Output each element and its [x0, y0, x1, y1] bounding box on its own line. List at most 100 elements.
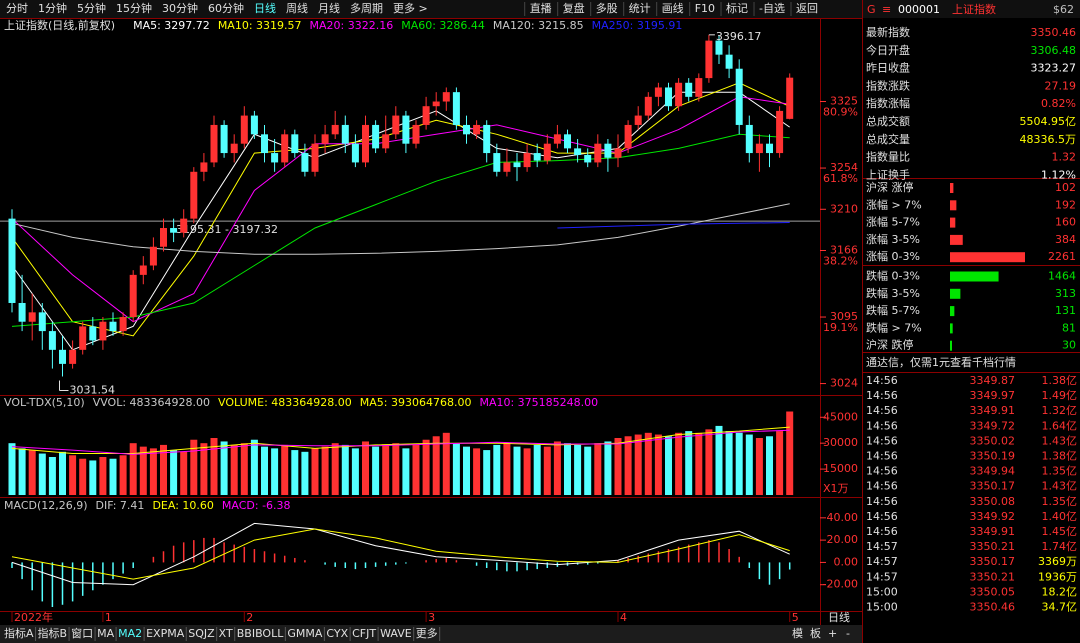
- period-tab[interactable]: 5分钟: [77, 1, 106, 15]
- bottom-button[interactable]: 模: [792, 627, 803, 640]
- indicator-tab[interactable]: WAVE: [380, 627, 412, 640]
- volume-bar: [210, 438, 218, 495]
- period-tab[interactable]: 30分钟: [162, 1, 198, 15]
- toolbar-button[interactable]: 复盘: [563, 1, 585, 15]
- indicator-tab[interactable]: 更多: [416, 626, 438, 640]
- tick-volume: 1936万: [1038, 570, 1077, 583]
- candle-body: [382, 134, 390, 149]
- period-tab[interactable]: 分时: [6, 2, 28, 15]
- toolbar-button[interactable]: F10: [695, 2, 715, 15]
- period-tab[interactable]: 日线: [254, 1, 276, 15]
- code: 000001: [898, 3, 940, 16]
- volume-bar: [725, 431, 733, 495]
- candle-body: [230, 143, 238, 154]
- indicator-tab[interactable]: MA2: [118, 627, 142, 640]
- ma-line: [11, 203, 790, 255]
- indicator-tab[interactable]: CYX: [326, 627, 348, 640]
- candle-body: [473, 124, 481, 135]
- bottom-bar-bg: [0, 625, 862, 643]
- volume-bar: [281, 444, 289, 495]
- indicator-tab[interactable]: XT: [219, 627, 233, 640]
- period-tab[interactable]: 1分钟: [38, 1, 67, 15]
- tick-time: 15:00: [866, 601, 898, 614]
- tag: $62: [1053, 3, 1074, 16]
- toolbar-button[interactable]: 多股: [596, 1, 618, 15]
- volume-bar: [695, 432, 703, 495]
- candle-body: [129, 274, 137, 318]
- tick-time: 15:00: [866, 585, 898, 598]
- ma-legend: MA250: 3195.91: [592, 19, 683, 32]
- bottom-button[interactable]: +: [828, 627, 837, 640]
- candle-body: [483, 124, 491, 154]
- candle-body: [614, 148, 622, 158]
- tick-volume: 34.7亿: [1042, 601, 1078, 614]
- candle-body: [119, 317, 127, 332]
- tick-price: 3350.05: [970, 585, 1016, 598]
- y-tick-label: 3024: [830, 377, 858, 390]
- toolbar-button[interactable]: -自选: [759, 2, 785, 15]
- y-tick-label: 0.00: [834, 555, 859, 568]
- toolbar-button[interactable]: 标记: [726, 1, 748, 15]
- candle-body: [271, 153, 279, 163]
- toolbar-button[interactable]: 直播: [530, 1, 552, 15]
- period-tab[interactable]: 月线: [318, 1, 340, 15]
- high-label: 3396.17: [716, 30, 762, 43]
- candle-body: [210, 124, 218, 163]
- tick-time: 14:56: [866, 495, 898, 508]
- volume-ma-line: [11, 429, 790, 455]
- macd-line: [11, 528, 790, 580]
- candle-body: [422, 106, 430, 125]
- breadth-label: 跌幅 5-7%: [866, 303, 920, 317]
- volume-bar: [48, 457, 56, 495]
- volume-bar: [372, 446, 380, 495]
- toolbar-button[interactable]: 统计: [629, 2, 651, 15]
- candle-body: [291, 134, 299, 154]
- macd-header: MACD: -6.38: [222, 499, 291, 512]
- period-tab[interactable]: 60分钟: [208, 1, 244, 15]
- volume-bar: [250, 439, 258, 495]
- indicator-tab[interactable]: SQJZ: [188, 627, 215, 640]
- candle-body: [412, 124, 420, 144]
- volume-bar: [291, 450, 299, 495]
- period-tab[interactable]: 多周期: [350, 1, 383, 15]
- candle-body: [170, 228, 178, 233]
- ad-text[interactable]: 通达信，仅需1元查看千档行情: [866, 355, 1016, 369]
- indicator-tab[interactable]: CFJT: [352, 627, 376, 640]
- price-line-label: 3195.31 - 3197.32: [176, 223, 278, 236]
- toolbar-button[interactable]: 返回: [796, 2, 818, 15]
- indicator-tab[interactable]: 指标B: [38, 626, 68, 640]
- indicator-tab[interactable]: BBIBOLL: [237, 627, 284, 640]
- period-tab[interactable]: 更多 >: [393, 1, 428, 15]
- volume-bar: [331, 443, 339, 495]
- ma-line: [11, 133, 790, 327]
- toolbar-button[interactable]: 画线: [662, 1, 684, 15]
- tick-time: 14:57: [866, 555, 898, 568]
- indicator-tab[interactable]: 指标A: [4, 626, 34, 640]
- chart-title: 上证指数(日线,前复权): [4, 18, 115, 32]
- quote-value: 3323.27: [1031, 62, 1077, 75]
- volume-bar: [786, 411, 794, 495]
- menu[interactable]: ≡: [882, 3, 891, 16]
- bottom-button[interactable]: -: [846, 627, 850, 640]
- tick-volume: 1.38亿: [1042, 450, 1078, 463]
- bottom-button[interactable]: 板: [810, 626, 821, 640]
- y-tick-label: 45000: [823, 410, 858, 423]
- volume-bar: [412, 444, 420, 495]
- candle-body: [59, 349, 66, 364]
- indicator-tab[interactable]: GMMA: [287, 627, 323, 640]
- candle-body: [503, 162, 511, 172]
- indicator-tab[interactable]: 窗口: [71, 626, 93, 640]
- volume-bar: [776, 431, 784, 495]
- period-tab[interactable]: 15分钟: [116, 1, 152, 15]
- month-label: 4: [620, 611, 627, 624]
- volume-bar: [503, 443, 511, 495]
- breadth-label: 跌幅 3-5%: [866, 286, 920, 300]
- y-tick-label: -20.00: [823, 578, 858, 591]
- indicator-tab[interactable]: MA: [97, 627, 114, 640]
- low-label: 3031.54: [70, 384, 116, 397]
- candle-body: [160, 228, 167, 247]
- indicator-tab[interactable]: EXPMA: [146, 627, 185, 640]
- period-tab[interactable]: 周线: [286, 1, 308, 15]
